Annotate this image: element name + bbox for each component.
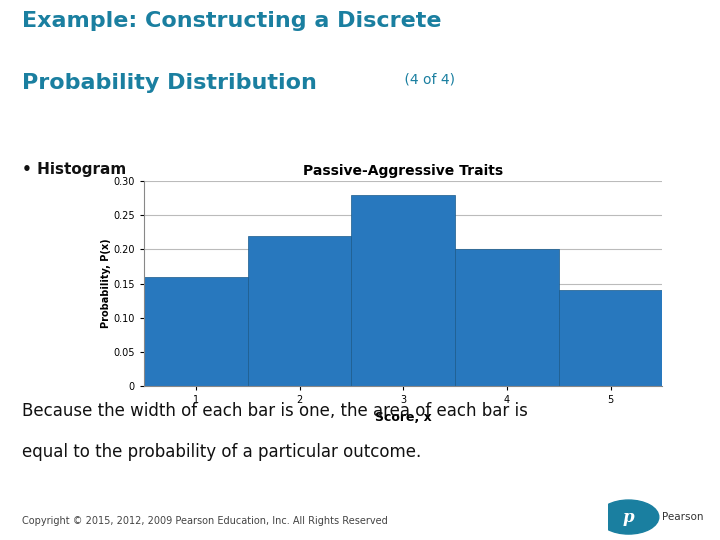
Text: equal to the probability of a particular outcome.: equal to the probability of a particular… [22, 443, 421, 461]
X-axis label: Score, x: Score, x [375, 411, 431, 424]
Bar [455, 249, 559, 386]
Title: Passive-Aggressive Traits: Passive-Aggressive Traits [303, 164, 503, 178]
Bar [559, 291, 662, 386]
Bar [144, 276, 248, 386]
Text: p: p [623, 509, 634, 525]
Text: • Histogram: • Histogram [22, 162, 126, 177]
Circle shape [598, 500, 659, 534]
Text: (4 of 4): (4 of 4) [400, 73, 454, 87]
Text: Example: Constructing a Discrete: Example: Constructing a Discrete [22, 11, 441, 31]
Text: Copyright © 2015, 2012, 2009 Pearson Education, Inc. All Rights Reserved: Copyright © 2015, 2012, 2009 Pearson Edu… [22, 516, 387, 526]
Y-axis label: Probability, P(x): Probability, P(x) [101, 239, 111, 328]
Text: Probability Distribution: Probability Distribution [22, 73, 317, 93]
Text: Because the width of each bar is one, the area of each bar is: Because the width of each bar is one, th… [22, 402, 528, 420]
Text: Pearson: Pearson [662, 512, 704, 522]
Bar [351, 194, 455, 386]
Bar [248, 235, 351, 386]
